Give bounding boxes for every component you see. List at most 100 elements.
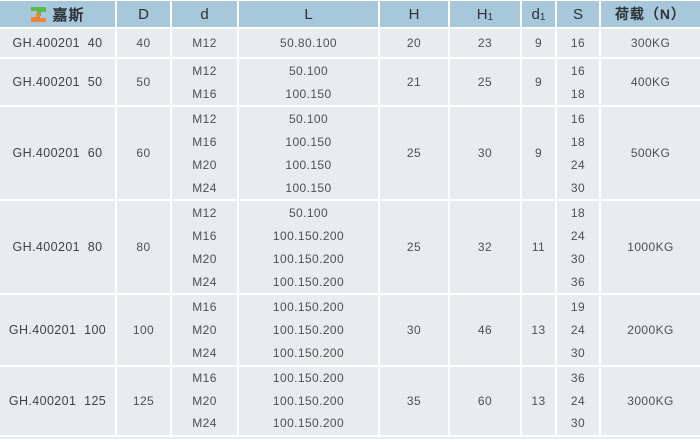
s-cell: 18: [557, 130, 599, 153]
length-cell: 100.150.200: [239, 341, 378, 365]
length-cell: 50.100: [239, 107, 378, 130]
col-S: S: [557, 1, 599, 27]
height1-cell: 23: [450, 29, 520, 57]
diameter-cell: 40: [117, 29, 170, 57]
hole-cell: 9: [522, 107, 555, 199]
length-cell: 100.150: [239, 176, 378, 199]
load-cell: 2000KG: [601, 295, 700, 365]
s-cell: 30: [557, 176, 599, 199]
load-cell: 3000KG: [601, 366, 700, 435]
brand-cell: 嘉斯: [0, 1, 115, 27]
thread-cell: M20: [172, 153, 237, 176]
length-cell: 50.100: [239, 201, 378, 224]
col-d1-label: d: [531, 5, 540, 23]
col-L-label: L: [304, 5, 313, 23]
s-cell: 24: [557, 389, 599, 413]
s-cell: 16: [557, 107, 599, 130]
s-cell: 16: [557, 59, 599, 82]
diameter-cell: 50: [117, 59, 170, 105]
model-cell: GH.400201 125: [0, 366, 115, 435]
brand-name: 嘉斯: [52, 6, 85, 24]
col-d1-subscript: 1: [539, 12, 546, 23]
s-cell: 36: [557, 270, 599, 293]
diameter-cell: 100: [117, 295, 170, 365]
model-cell: GH.400201 100: [0, 295, 115, 365]
height1-cell: 32: [450, 201, 520, 293]
length-cell: 50.100: [239, 59, 378, 82]
table-row-group-40: GH.400201 40 40 M12 50.80.100 20 23 9 16…: [0, 27, 700, 57]
thread-cell: M12: [172, 29, 237, 57]
length-cell: 100.150.200: [239, 247, 378, 270]
col-d-label: d: [200, 5, 209, 23]
length-cell: 100.150.200: [239, 389, 378, 413]
table-bottom-divider: [0, 434, 700, 437]
length-cell: 50.80.100: [239, 29, 378, 57]
height1-cell: 46: [450, 295, 520, 365]
table-row-group-60: GH.400201 60 60 M12 50.100 M16 100.150 M…: [0, 105, 700, 199]
thread-cell: M16: [172, 130, 237, 153]
thread-cell: M16: [172, 295, 237, 319]
thread-cell: M12: [172, 201, 237, 224]
diameter-cell: 60: [117, 107, 170, 199]
s-cell: 30: [557, 341, 599, 365]
length-cell: 100.150.200: [239, 366, 378, 390]
thread-cell: M24: [172, 341, 237, 365]
load-cell: 1000KG: [601, 201, 700, 293]
thread-cell: M12: [172, 107, 237, 130]
load-cell: 400KG: [601, 59, 700, 105]
height-cell: 20: [380, 29, 448, 57]
load-cell: 300KG: [601, 29, 700, 57]
model-cell: GH.400201 50: [0, 59, 115, 105]
thread-cell: M24: [172, 270, 237, 293]
s-cell: 36: [557, 366, 599, 390]
col-d: d: [172, 1, 237, 27]
length-cell: 100.150: [239, 82, 378, 105]
model-cell: GH.400201 40: [0, 29, 115, 57]
height-cell: 21: [380, 59, 448, 105]
s-cell: 16: [557, 29, 599, 57]
s-cell: 24: [557, 153, 599, 176]
col-H-label: H: [408, 5, 420, 23]
s-cell: 18: [557, 201, 599, 224]
col-load: 荷载（N）: [601, 1, 700, 27]
length-cell: 100.150.200: [239, 295, 378, 319]
col-S-label: S: [572, 5, 583, 23]
table-row-group-50: GH.400201 50 50 M12 50.100 M16 100.150 2…: [0, 57, 700, 105]
col-L: L: [239, 1, 378, 27]
length-cell: 100.150.200: [239, 224, 378, 247]
diameter-cell: 125: [117, 366, 170, 435]
col-load-label: 荷载（N）: [614, 6, 687, 22]
s-cell: 30: [557, 412, 599, 435]
thread-cell: M16: [172, 82, 237, 105]
length-cell: 100.150.200: [239, 318, 378, 342]
height-cell: 30: [380, 295, 448, 365]
thread-cell: M20: [172, 389, 237, 413]
thread-cell: M16: [172, 224, 237, 247]
col-H: H: [380, 1, 448, 27]
s-cell: 19: [557, 295, 599, 319]
hole-cell: 11: [522, 201, 555, 293]
height1-cell: 30: [450, 107, 520, 199]
hole-cell: 13: [522, 295, 555, 365]
length-cell: 100.150: [239, 153, 378, 176]
length-cell: 100.150.200: [239, 412, 378, 435]
thread-cell: M24: [172, 176, 237, 199]
hole-cell: 13: [522, 366, 555, 435]
s-cell: 24: [557, 224, 599, 247]
col-D: D: [117, 1, 170, 27]
thread-cell: M12: [172, 59, 237, 82]
table-row-group-100: GH.400201 100 100 M16 100.150.200 M20 10…: [0, 293, 700, 365]
model-cell: GH.400201 80: [0, 201, 115, 293]
length-cell: 100.150.200: [239, 270, 378, 293]
diameter-cell: 80: [117, 201, 170, 293]
height-cell: 25: [380, 107, 448, 199]
thread-cell: M16: [172, 366, 237, 390]
height-cell: 25: [380, 201, 448, 293]
col-D-label: D: [138, 5, 149, 23]
brand-logo-icon: [31, 6, 47, 22]
thread-cell: M20: [172, 318, 237, 342]
table-row-group-125: GH.400201 125 125 M16 100.150.200 M20 10…: [0, 364, 700, 435]
